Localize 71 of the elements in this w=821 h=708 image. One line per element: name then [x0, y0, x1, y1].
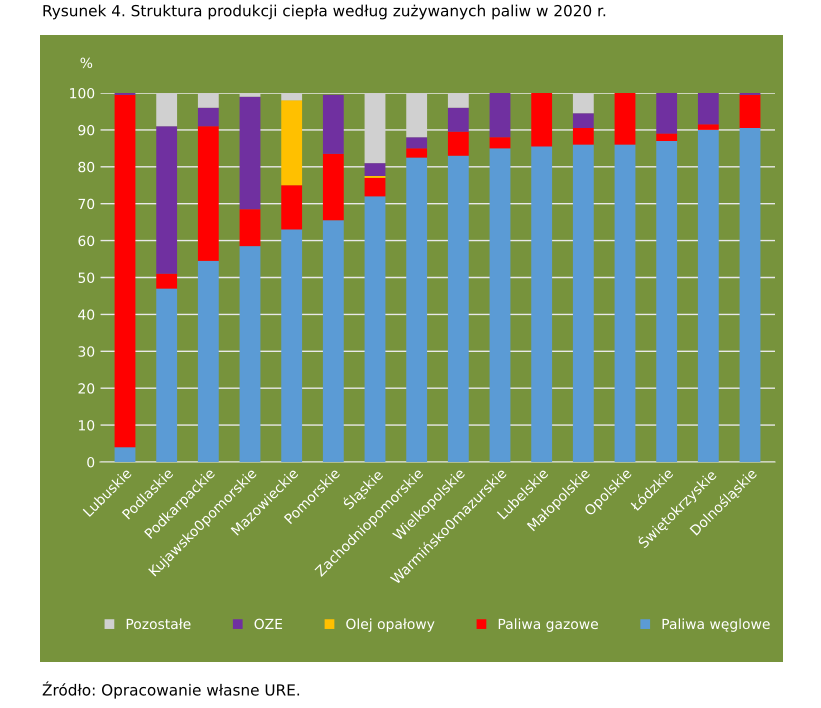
- bar: [240, 96, 260, 210]
- bar: [406, 137, 428, 148]
- bar: [198, 108, 219, 126]
- legend-label: Paliwa węglowe: [662, 618, 770, 632]
- legend-label: Pozostałe: [126, 618, 190, 630]
- y-tick-label: 90: [78, 124, 94, 136]
- bar: [448, 93, 469, 108]
- bar: [364, 163, 386, 176]
- bar: [740, 128, 760, 462]
- bar: [490, 148, 510, 462]
- bar: [364, 93, 386, 164]
- bar: [448, 132, 469, 156]
- bar: [698, 124, 719, 130]
- chart-title: Rysunek 4. Struktura produkcji ciepła według zużywanych paliw w 2020 r.: [44, 4, 606, 20]
- bar: [281, 100, 302, 186]
- bar: [114, 447, 136, 462]
- bar: [614, 144, 636, 462]
- bar: [656, 93, 678, 134]
- bar: [698, 93, 719, 124]
- bar: [572, 128, 594, 145]
- y-tick-label: 70: [78, 198, 94, 210]
- bar: [364, 196, 386, 462]
- y-tick-label: 100: [70, 88, 94, 98]
- bar: [698, 130, 719, 462]
- y-tick-label: 30: [78, 346, 94, 357]
- bar: [364, 178, 386, 196]
- y-tick-label: 60: [78, 236, 94, 246]
- bar: [240, 209, 260, 246]
- legend-label: OZE: [254, 618, 282, 630]
- bar: [531, 93, 552, 147]
- bar: [281, 185, 302, 230]
- bar: [572, 113, 594, 128]
- y-tick-label: 80: [78, 162, 94, 172]
- bar: [572, 144, 594, 462]
- bar: [490, 137, 510, 148]
- bar: [114, 94, 136, 448]
- bar: [656, 134, 678, 141]
- y-tick-label: 10: [78, 420, 94, 431]
- bar: [198, 260, 219, 462]
- bar: [614, 93, 636, 145]
- bar: [531, 146, 552, 462]
- legend-label: Olej opałowy: [346, 618, 434, 632]
- bar: [490, 93, 510, 138]
- bar: [198, 126, 219, 261]
- bar: [240, 93, 260, 97]
- bar: [740, 94, 760, 128]
- bar: [281, 93, 302, 100]
- text: Źródło: Opracowanie własne URE.: [42, 681, 300, 699]
- bar: [322, 154, 344, 220]
- bar: [156, 126, 178, 274]
- bar: [322, 220, 344, 462]
- bar: [656, 140, 678, 462]
- legend-label: Paliwa gazowe: [498, 618, 598, 632]
- bar: [156, 274, 178, 289]
- bar: [156, 288, 178, 462]
- y-tick-label: 40: [78, 309, 94, 320]
- bar: [406, 148, 428, 158]
- bar: [572, 93, 594, 114]
- bar: [448, 108, 469, 132]
- bar: [198, 93, 219, 108]
- y-tick-label: 20: [78, 383, 94, 394]
- y-axis-title: %: [80, 58, 92, 68]
- bar: [156, 93, 178, 126]
- bar: [406, 158, 428, 462]
- y-tick-label: 0: [87, 456, 94, 468]
- bar: [322, 94, 344, 154]
- bar: [448, 156, 469, 462]
- bar: [406, 93, 428, 138]
- bar: [240, 246, 260, 462]
- bar: [281, 230, 302, 462]
- y-tick-label: 50: [78, 272, 94, 283]
